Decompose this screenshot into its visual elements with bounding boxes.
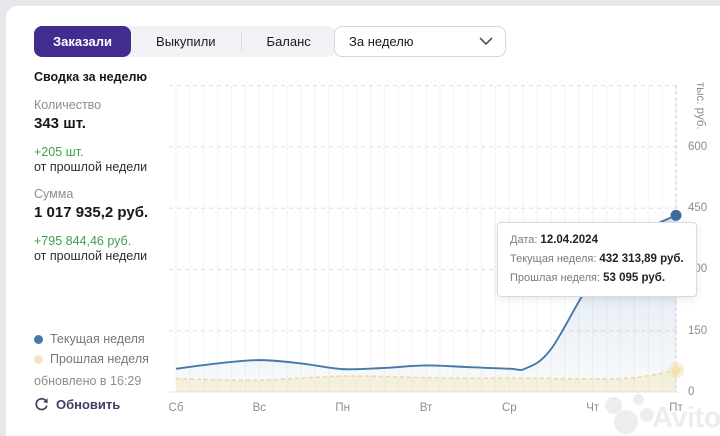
chart-legend: Текущая неделя Прошлая неделя обновлено … [34, 329, 149, 412]
quantity-label: Количество [34, 98, 102, 112]
x-axis-label-Сб: Сб [168, 402, 184, 414]
legend-item-previous-week: Прошлая неделя [34, 349, 149, 369]
summary-title: Сводка за неделю [34, 70, 148, 84]
chart-metric-tabs: Заказали Выкупили Баланс [34, 26, 336, 57]
tab-bought-out[interactable]: Выкупили [131, 26, 241, 57]
tooltip-previous-row: Прошлая неделя: 53 095 руб. [510, 272, 666, 284]
x-axis-label-Чт: Чт [586, 402, 600, 414]
legend-current-label: Текущая неделя [50, 332, 145, 346]
refresh-button[interactable]: Обновить [34, 397, 120, 412]
current-week-dot-icon [34, 334, 43, 344]
y-axis-label-150: 150 [688, 324, 708, 337]
quantity-delta-caption: от прошлой недели [34, 160, 148, 174]
sum-value: 1 017 935,2 руб. [34, 204, 149, 221]
sum-delta: +795 844,46 руб. [34, 234, 132, 248]
refresh-icon [35, 397, 48, 411]
refresh-label: Обновить [56, 397, 121, 412]
y-axis-label-600: 600 [688, 140, 708, 153]
x-axis-label-Вс: Вс [252, 402, 267, 414]
period-dropdown-value: За неделю [349, 34, 414, 49]
tooltip-current-row: Текущая неделя: 432 313,89 руб. [510, 253, 684, 265]
tab-balance[interactable]: Баланс [242, 26, 336, 57]
x-axis-label-Ср: Ср [501, 402, 517, 414]
period-dropdown[interactable]: За неделю [334, 26, 506, 57]
previous-week-dot-icon [34, 354, 43, 364]
tooltip-date-row: Дата: 12.04.2024 [510, 234, 598, 246]
x-axis-label-Пт: Пт [669, 402, 683, 414]
previous-week-marker [671, 365, 681, 375]
y-axis-label-450: 450 [688, 202, 708, 215]
tab-ordered[interactable]: Заказали [34, 26, 132, 57]
current-week-area [176, 215, 676, 392]
y-axis-title: тыс. руб. [694, 82, 706, 130]
legend-item-current-week: Текущая неделя [34, 329, 149, 349]
weekly-summary-panel: Сводка за неделю Количество 343 шт. +205… [34, 70, 172, 276]
chart-tooltip: Дата: 12.04.2024 Текущая неделя: 432 313,8… [497, 222, 697, 297]
quantity-delta: +205 шт. [34, 145, 84, 159]
y-axis-label-0: 0 [688, 386, 695, 398]
sum-delta-caption: от прошлой недели [34, 249, 148, 263]
legend-previous-label: Прошлая неделя [50, 352, 149, 366]
x-axis-label-Вт: Вт [419, 402, 433, 414]
tab-divider [240, 32, 242, 51]
x-axis-label-Пн: Пн [335, 402, 350, 414]
current-week-marker [670, 209, 682, 221]
quantity-value: 343 шт. [34, 115, 86, 132]
updated-timestamp: обновлено в 16:29 [34, 374, 142, 388]
sum-label: Сумма [34, 187, 74, 201]
previous-week-line [175, 369, 677, 382]
chevron-down-icon [479, 37, 493, 45]
